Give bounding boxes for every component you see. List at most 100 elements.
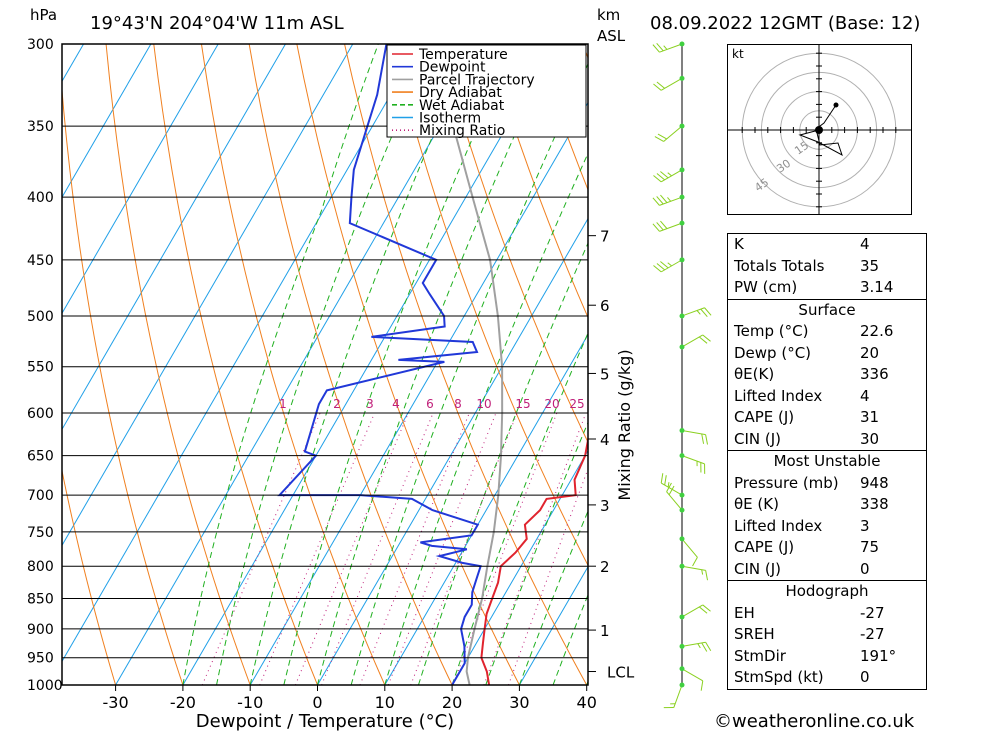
isotherm-line: [317, 217, 588, 685]
dry-adiabat-line: [62, 468, 117, 685]
wind-barb-flag: [653, 83, 662, 91]
stat-label: Dewp (°C): [734, 343, 812, 362]
isotherm-line: [518, 565, 588, 685]
wind-barb-flag: [653, 175, 662, 183]
surface-box: Surface Temp (°C) 22.6 Dewp (°C) 20 θE(K) 336…: [727, 298, 927, 451]
stat-row: CIN (J) 0: [728, 559, 926, 581]
wind-barb-flag: [692, 557, 698, 567]
site-name: weatheronline.co.uk: [732, 711, 915, 732]
wet-adiabat-line: [518, 509, 588, 685]
pressure-tick-label: 700: [27, 488, 54, 504]
pressure-tick-label: 650: [27, 449, 54, 465]
footer-credit[interactable]: ©weatheronline.co.uk: [714, 711, 914, 732]
stat-row: SREH -27: [728, 624, 926, 646]
stat-label: SREH: [734, 625, 775, 643]
wind-barb-flag: [656, 222, 664, 231]
pressure-tick-label: 400: [27, 190, 54, 206]
stat-label: θE(K): [734, 365, 775, 383]
wind-barb-flag: [654, 136, 664, 142]
wind-barb-flag: [653, 265, 662, 273]
wet-adiabat-line: [552, 593, 588, 685]
wind-barb-dot: [679, 75, 685, 81]
dry-adiabat-line: [965, 44, 1000, 685]
pressure-tick-label: 800: [27, 559, 54, 575]
wind-barb: [679, 453, 706, 474]
height-tick-label: 3: [600, 497, 610, 515]
legend-label: Mixing Ratio: [419, 123, 505, 139]
stat-value: 0: [860, 668, 870, 686]
dry-adiabat-line: [153, 44, 318, 685]
legend-label: Parcel Trajectory: [419, 72, 535, 88]
mixing-ratio-label: 15: [515, 397, 530, 411]
wind-barb-half: [697, 643, 701, 649]
wind-barb-dot: [679, 536, 685, 542]
hodograph-ring-label: 30: [774, 157, 793, 176]
wind-barb-dot: [679, 123, 685, 129]
legend-label: Dry Adiabat: [419, 85, 502, 101]
wind-barb: [679, 563, 708, 581]
wind-barb-dot: [679, 682, 685, 688]
mixing-ratio-label: 8: [454, 397, 462, 411]
wind-barb: [663, 682, 685, 709]
mixing-ratio-label: 25: [569, 397, 584, 411]
copyright-symbol: ©: [714, 711, 732, 732]
stat-label: θE (K): [734, 495, 779, 513]
hodograph-title: Hodograph: [785, 582, 869, 600]
stat-row: θE (K) 338: [728, 494, 926, 516]
wind-barb-flag: [656, 196, 664, 205]
mixing-ratio-label: 6: [426, 397, 434, 411]
wind-barb-flag: [699, 336, 708, 344]
surface-title: Surface: [798, 300, 856, 319]
stat-value: 75: [860, 538, 880, 556]
pressure-tick-label: 550: [27, 360, 54, 376]
wind-barb-flag: [656, 42, 664, 52]
wind-barb-dot: [679, 643, 685, 649]
wind-barb-half: [667, 172, 672, 177]
most-unstable-box: Most Unstable Pressure (mb) 948 θE (K) 338 L…: [727, 450, 927, 581]
stat-value: 0: [860, 559, 870, 578]
x-tick-label: 0: [312, 693, 322, 712]
wind-barb-dot: [679, 492, 685, 498]
legend-label: Isotherm: [419, 111, 481, 127]
wind-barb-staff: [681, 668, 704, 682]
x-tick-label: -20: [170, 693, 196, 712]
wind-barb-flag: [656, 81, 665, 89]
stat-value: -27: [860, 603, 885, 622]
stat-row: CAPE (J) 31: [728, 407, 926, 429]
wind-barb-dot: [679, 167, 685, 173]
wet-adiabat-line: [451, 331, 588, 685]
wind-barb-dot: [679, 257, 685, 263]
stat-label: Lifted Index: [734, 516, 823, 535]
wind-barb-dot: [679, 453, 685, 459]
wind-barb: [679, 307, 712, 319]
stat-row: Dewp (°C) 20: [728, 343, 926, 365]
wind-barb-staff: [681, 538, 698, 558]
isotherm-line: [62, 44, 152, 199]
wind-barb: [652, 41, 685, 53]
wind-barb: [679, 604, 711, 620]
isotherm-line: [115, 44, 488, 685]
wind-barb-flag: [700, 308, 708, 318]
isotherm-line: [451, 449, 588, 685]
wind-barb-flag: [656, 173, 665, 181]
isotherm-line: [62, 44, 421, 663]
stat-label: CIN (J): [734, 429, 782, 448]
wind-barb-flag: [657, 133, 667, 140]
height-tick-label: 2: [600, 558, 610, 576]
plot-frame: [61, 43, 589, 686]
wind-barb-dot: [679, 194, 685, 200]
pressure-unit: hPa: [30, 6, 57, 24]
pressure-tick-label: 950: [27, 651, 54, 667]
wind-barb-dot: [679, 220, 685, 226]
stat-row: EH -27: [728, 603, 926, 625]
wind-barb-flag: [660, 473, 664, 484]
wind-barb-flag: [705, 641, 712, 652]
wind-barb-half: [667, 197, 672, 202]
pressure-tick-label: 750: [27, 525, 54, 541]
wind-barb-flag: [652, 197, 660, 206]
wind-barb-dot: [679, 313, 685, 319]
stat-label: PW (cm): [734, 278, 798, 296]
height-tick-label: 1: [600, 622, 610, 640]
mixing-ratio-line: [359, 412, 470, 685]
